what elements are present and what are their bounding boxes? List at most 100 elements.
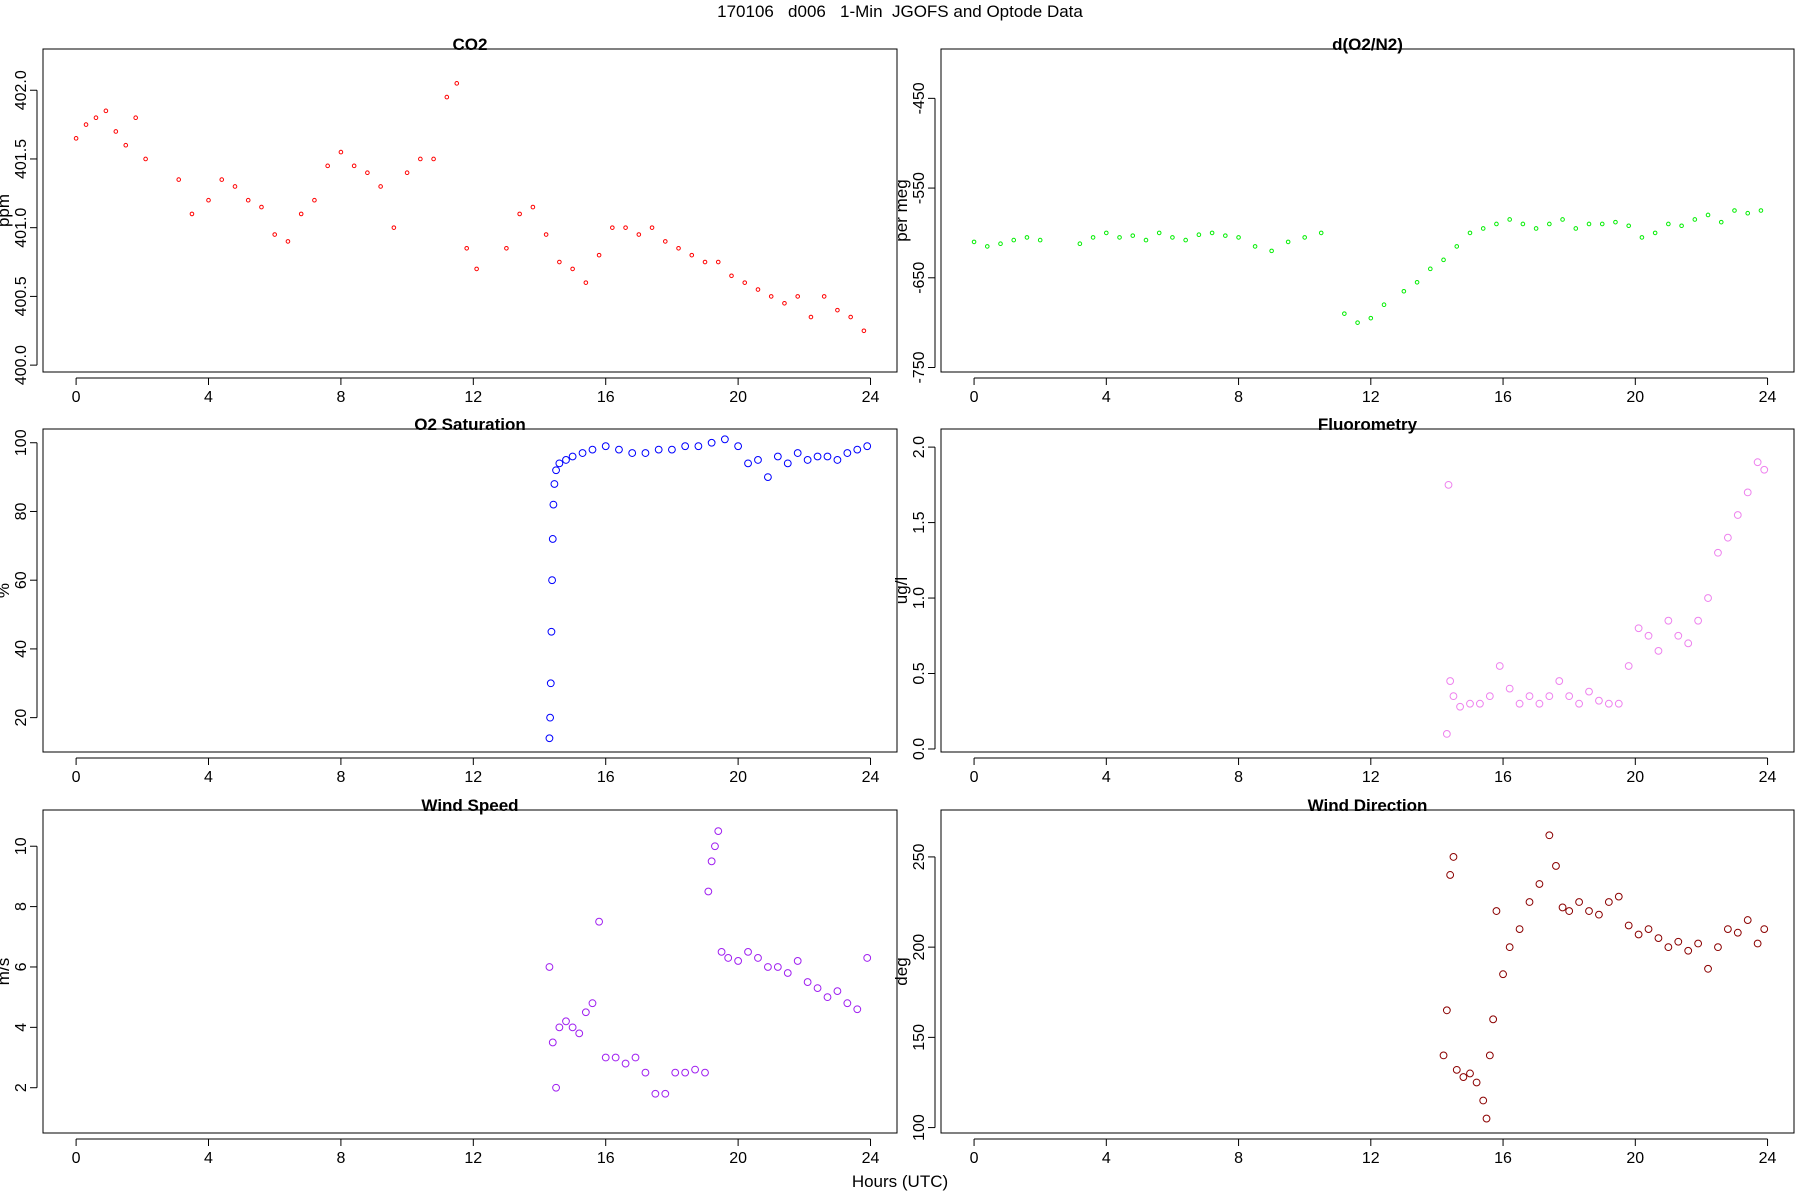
data-point [431, 156, 436, 162]
data-point [724, 954, 733, 962]
data-point [691, 1065, 699, 1074]
data-point [517, 211, 522, 217]
plot-title: Wind Direction [1308, 796, 1428, 815]
x-tick-label: 24 [1759, 1150, 1777, 1167]
data-point [1209, 230, 1215, 236]
data-point [1684, 946, 1693, 955]
x-tick-label: 16 [597, 769, 615, 786]
y-tick-label: 40 [13, 640, 30, 658]
data-point [853, 445, 862, 454]
data-point [143, 156, 148, 162]
data-point [562, 456, 570, 464]
data-point [1456, 702, 1464, 711]
data-point [1743, 488, 1752, 497]
data-point [734, 442, 743, 451]
data-point [285, 239, 291, 244]
y-tick-label: 60 [13, 571, 30, 589]
data-point [833, 456, 842, 464]
data-point [245, 197, 251, 203]
data-point [555, 459, 564, 468]
data-point [1595, 696, 1603, 705]
data-point [568, 452, 577, 461]
x-tick-label: 16 [1494, 1150, 1512, 1167]
data-point [298, 211, 304, 217]
data-point [1644, 925, 1653, 933]
data-point [546, 713, 555, 722]
data-point [595, 917, 603, 926]
plot-frame [42, 48, 898, 373]
data-point [232, 184, 238, 189]
x-tick-label: 12 [1362, 769, 1380, 786]
x-tick-label: 4 [1102, 1150, 1111, 1167]
data-point [782, 300, 787, 306]
y-tick-label: -550 [911, 172, 928, 204]
panel-co2: CO2 0 4 8 12 16 20 24 400.0 400.5 401.0 401.5 402.0 p… [0, 35, 898, 406]
data-point [1753, 458, 1762, 467]
data-point [570, 266, 575, 272]
data-point [1753, 939, 1762, 948]
x-tick-label: 12 [1362, 1150, 1380, 1167]
data-point [552, 1083, 560, 1092]
data-point [714, 827, 723, 836]
y-tick-label: -750 [911, 351, 928, 383]
y-tick-label: 400.0 [13, 345, 30, 385]
data-point [1515, 699, 1524, 708]
data-point [783, 459, 792, 468]
data-point [835, 307, 840, 313]
data-point [1560, 217, 1565, 222]
data-point [73, 136, 79, 141]
data-point [848, 314, 853, 320]
data-point [1480, 226, 1486, 231]
data-point [1732, 208, 1737, 213]
y-tick-label: 0.0 [911, 738, 928, 760]
plot-frame [940, 428, 1795, 753]
data-point [768, 294, 774, 299]
data-point [1401, 288, 1407, 294]
data-point [176, 177, 182, 182]
data-point [843, 449, 852, 457]
data-point [444, 94, 450, 100]
data-point [103, 108, 109, 114]
data-point [813, 452, 822, 461]
y-axis-label: deg [892, 957, 911, 985]
data-point [1654, 646, 1663, 655]
y-tick-label: 2 [13, 1083, 30, 1092]
data-point [557, 259, 562, 265]
data-point [548, 576, 556, 585]
data-point [1743, 916, 1752, 924]
data-point [755, 287, 761, 292]
data-point [641, 449, 650, 457]
data-point [1223, 233, 1228, 238]
x-tick-label: 20 [1626, 389, 1644, 406]
panel-o2-saturation: O2 Saturation 0 4 8 12 16 20 24 20 40 60 80 100% [0, 415, 898, 786]
data-point [1442, 729, 1451, 738]
x-tick-label: 8 [336, 1150, 345, 1167]
data-point [773, 452, 782, 461]
data-point [1130, 233, 1136, 238]
data-point [823, 993, 832, 1002]
data-point [1666, 221, 1671, 227]
data-point [1183, 237, 1188, 243]
data-point [1269, 248, 1274, 254]
plot-title: Fluorometry [1318, 415, 1418, 434]
data-point [821, 294, 827, 299]
data-point [833, 987, 842, 996]
data-point [546, 679, 555, 688]
data-point [1428, 266, 1433, 272]
x-tick-label: 4 [204, 1150, 213, 1167]
data-point [694, 442, 703, 451]
data-point [1624, 662, 1633, 670]
data-point [123, 142, 129, 148]
data-point [808, 314, 814, 320]
data-point [454, 81, 460, 86]
data-point [1439, 1051, 1448, 1060]
panel-wind-direction: Wind Direction 0 4 8 12 16 20 24 100 150 200 250 deg [892, 796, 1795, 1167]
figure-title: 170106 d006 1-Min JGOFS and Optode Data [717, 2, 1083, 21]
data-point [793, 957, 802, 965]
data-point [545, 734, 554, 743]
data-point [1595, 910, 1603, 919]
data-point [548, 1038, 557, 1047]
data-point [1355, 320, 1360, 325]
data-point [596, 252, 602, 258]
